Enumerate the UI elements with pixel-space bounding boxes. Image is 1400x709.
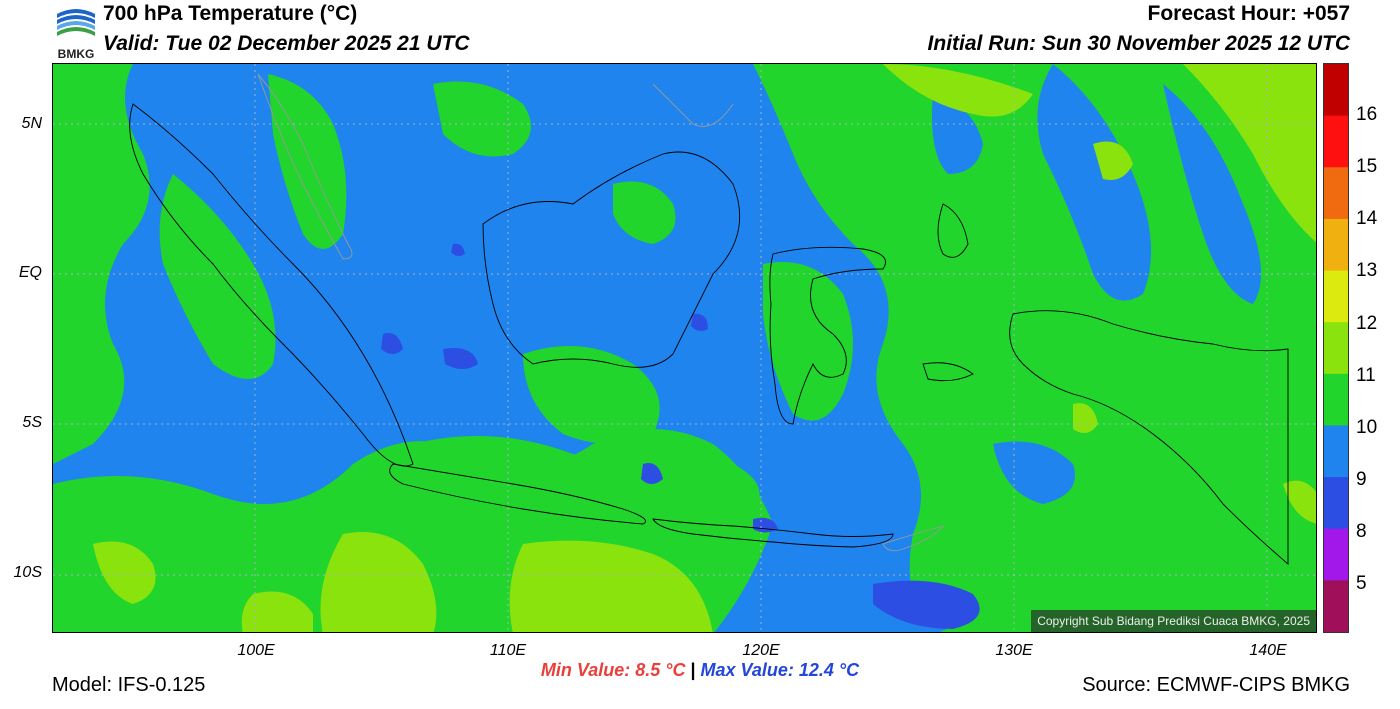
logo-text: BMKG	[58, 47, 95, 60]
colorbar-label-12: 12	[1356, 313, 1378, 334]
graticule	[53, 64, 1316, 632]
valid-time: Valid: Tue 02 December 2025 21 UTC	[103, 32, 470, 55]
field-darkblue-patches	[381, 243, 980, 629]
colorbar-segment	[1324, 373, 1348, 426]
colorbar-segment	[1324, 580, 1348, 632]
max-value: Max Value: 12.4 °C	[700, 660, 860, 680]
colorbar-segment	[1324, 425, 1348, 478]
lon-label-140e: 140E	[1249, 642, 1287, 659]
colorbar-segment	[1324, 64, 1348, 117]
model-label: Model: IFS-0.125	[52, 674, 206, 696]
coastlines	[129, 73, 1289, 565]
map-canvas	[53, 64, 1316, 632]
colorbar-label-10: 10	[1356, 417, 1378, 438]
colorbar-segment	[1324, 477, 1348, 530]
colorbar-segment	[1324, 218, 1348, 272]
source-label: Source: ECMWF-CIPS BMKG	[1082, 674, 1350, 696]
lon-label-110e: 110E	[489, 642, 527, 659]
colorbar-label-16: 16	[1356, 104, 1378, 125]
colorbar-label-14: 14	[1356, 208, 1378, 229]
colorbar-label-11: 11	[1356, 365, 1376, 386]
field-yellowgreen-regions	[93, 64, 1316, 632]
temperature-map: Copyright Sub Bidang Prediksi Cuaca BMKG…	[52, 63, 1317, 633]
colorbar-label-9: 9	[1356, 469, 1367, 490]
colorbar-segment	[1324, 115, 1348, 168]
colorbar	[1323, 63, 1349, 633]
min-value: Min Value: 8.5 °C	[540, 660, 686, 680]
lon-label-120e: 120E	[742, 642, 780, 659]
forecast-hour: Forecast Hour: +057	[1147, 2, 1351, 25]
min-max-values: Min Value: 8.5 °C | Max Value: 12.4 °C	[0, 660, 1400, 681]
lon-label-130e: 130E	[995, 642, 1033, 659]
lat-label-5s: 5S	[22, 414, 42, 431]
colorbar-segment	[1324, 167, 1348, 220]
initial-run: Initial Run: Sun 30 November 2025 12 UTC	[927, 32, 1350, 55]
colorbar-segment	[1324, 528, 1348, 581]
copyright-notice: Copyright Sub Bidang Prediksi Cuaca BMKG…	[1031, 610, 1316, 632]
lat-label-eq: EQ	[18, 264, 42, 281]
colorbar-label-13: 13	[1356, 260, 1378, 281]
lat-label-5n: 5N	[21, 115, 42, 132]
bmkg-logo: BMKG	[57, 3, 95, 60]
colorbar-label-8: 8	[1356, 521, 1367, 542]
colorbar-segment	[1324, 270, 1348, 323]
min-max-separator: |	[690, 660, 696, 680]
lon-label-100e: 100E	[237, 642, 275, 659]
lat-label-10s: 10S	[13, 564, 42, 581]
colorbar-label-5: 5	[1356, 573, 1367, 594]
colorbar-label-15: 15	[1356, 156, 1378, 177]
map-title: 700 hPa Temperature (°C)	[103, 2, 358, 25]
colorbar-segment	[1324, 322, 1348, 375]
